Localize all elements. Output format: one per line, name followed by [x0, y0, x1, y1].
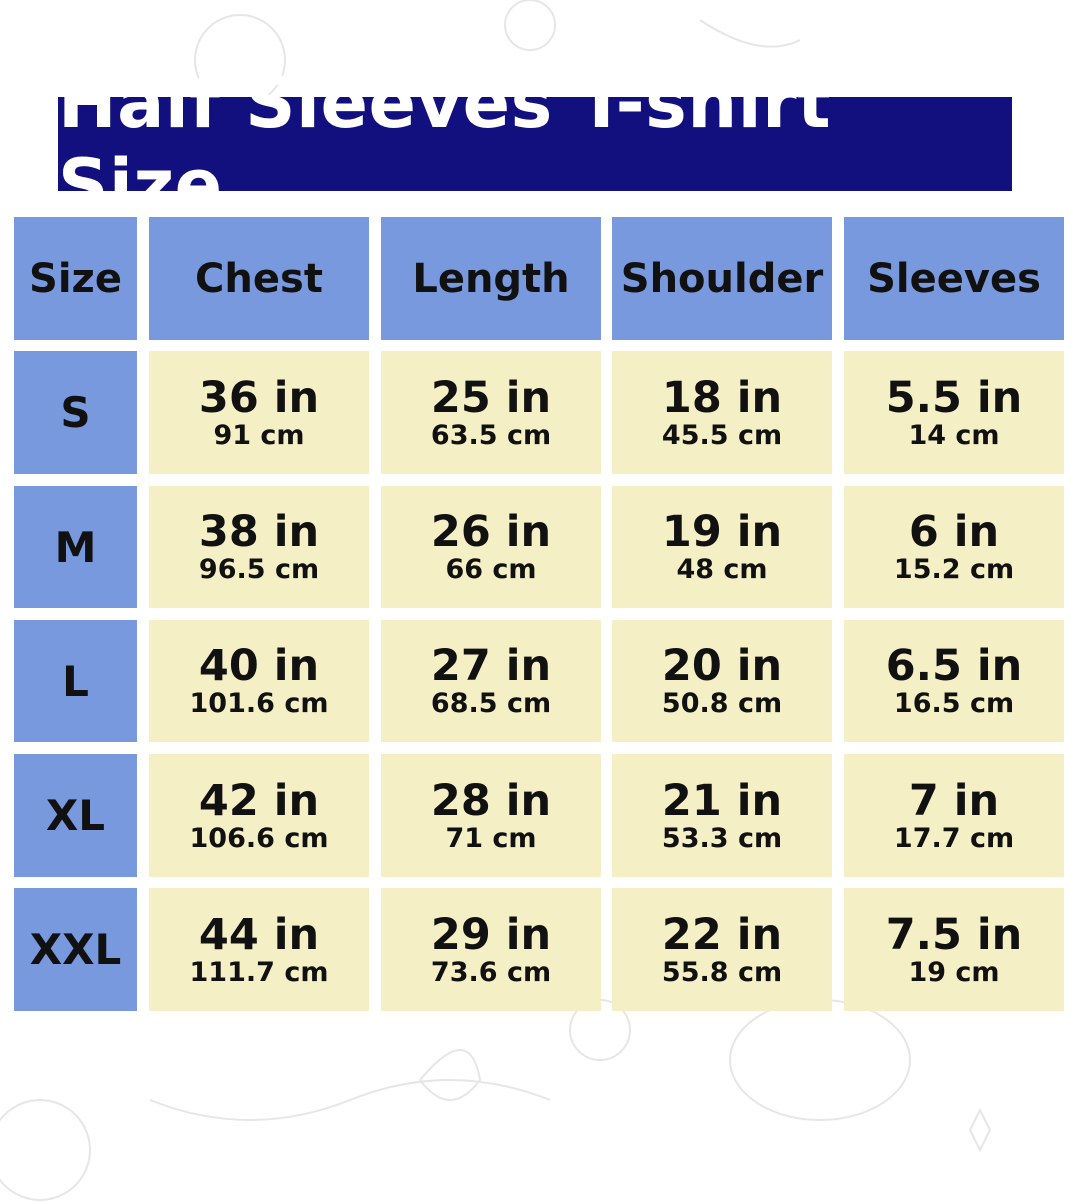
- measurement-cell: 27 in 68.5 cm: [381, 620, 601, 742]
- cm-value: 106.6 cm: [189, 822, 329, 854]
- cm-value: 71 cm: [445, 822, 537, 854]
- inches-value: 40 in: [198, 641, 320, 691]
- size-label-cell: L: [14, 620, 137, 742]
- measurement-cell: 6.5 in 16.5 cm: [844, 620, 1064, 742]
- size-label-cell: S: [14, 351, 137, 474]
- cm-value: 73.6 cm: [430, 956, 552, 988]
- measurement-cell: 36 in 91 cm: [149, 351, 369, 474]
- inches-value: 44 in: [198, 909, 320, 960]
- size-label-cell: M: [14, 486, 137, 608]
- cm-value: 50.8 cm: [661, 688, 783, 719]
- inches-value: 18 in: [661, 372, 783, 423]
- cm-value: 68.5 cm: [430, 688, 552, 719]
- inches-value: 19 in: [661, 507, 783, 557]
- inches-value: 20 in: [661, 641, 783, 691]
- measurement-cell: 25 in 63.5 cm: [381, 351, 601, 474]
- inches-value: 6 in: [908, 507, 1000, 557]
- cm-value: 16.5 cm: [893, 688, 1015, 719]
- inches-value: 25 in: [430, 372, 552, 423]
- measurement-cell: 20 in 50.8 cm: [612, 620, 832, 742]
- cm-value: 53.3 cm: [661, 822, 783, 854]
- cm-value: 111.7 cm: [189, 956, 329, 988]
- measurement-cell: 22 in 55.8 cm: [612, 888, 832, 1011]
- cm-value: 45.5 cm: [661, 419, 783, 451]
- size-label-cell: XXL: [14, 888, 137, 1011]
- header-cell: Sleeves: [844, 217, 1064, 340]
- header-cell: Size: [14, 217, 137, 340]
- inches-value: 27 in: [430, 641, 552, 691]
- cm-value: 63.5 cm: [430, 419, 552, 451]
- measurement-cell: 29 in 73.6 cm: [381, 888, 601, 1011]
- page-title: Half Sleeves T-shirt Size: [58, 62, 1012, 226]
- inches-value: 5.5 in: [885, 372, 1023, 423]
- cm-value: 55.8 cm: [661, 956, 783, 988]
- cm-value: 19 cm: [908, 956, 1000, 988]
- measurement-cell: 26 in 66 cm: [381, 486, 601, 608]
- inches-value: 29 in: [430, 909, 552, 960]
- header-cell: Shoulder: [612, 217, 832, 340]
- cm-value: 91 cm: [213, 419, 305, 451]
- cm-value: 96.5 cm: [198, 554, 320, 585]
- measurement-cell: 7.5 in 19 cm: [844, 888, 1064, 1011]
- inches-value: 7.5 in: [885, 909, 1023, 960]
- measurement-cell: 19 in 48 cm: [612, 486, 832, 608]
- measurement-cell: 7 in 17.7 cm: [844, 754, 1064, 877]
- measurement-cell: 42 in 106.6 cm: [149, 754, 369, 877]
- measurement-cell: 18 in 45.5 cm: [612, 351, 832, 474]
- inches-value: 26 in: [430, 507, 552, 557]
- inches-value: 36 in: [198, 372, 320, 423]
- measurement-cell: 38 in 96.5 cm: [149, 486, 369, 608]
- inches-value: 28 in: [430, 775, 552, 826]
- cm-value: 48 cm: [676, 554, 768, 585]
- size-label-cell: XL: [14, 754, 137, 877]
- measurement-cell: 21 in 53.3 cm: [612, 754, 832, 877]
- header-cell: Length: [381, 217, 601, 340]
- inches-value: 21 in: [661, 775, 783, 826]
- measurement-cell: 5.5 in 14 cm: [844, 351, 1064, 474]
- cm-value: 17.7 cm: [893, 822, 1015, 854]
- inches-value: 7 in: [908, 775, 1000, 826]
- measurement-cell: 44 in 111.7 cm: [149, 888, 369, 1011]
- inches-value: 42 in: [198, 775, 320, 826]
- cm-value: 14 cm: [908, 419, 1000, 451]
- inches-value: 6.5 in: [885, 641, 1023, 691]
- inches-value: 38 in: [198, 507, 320, 557]
- measurement-cell: 28 in 71 cm: [381, 754, 601, 877]
- cm-value: 15.2 cm: [893, 554, 1015, 585]
- cm-value: 101.6 cm: [189, 688, 329, 719]
- measurement-cell: 40 in 101.6 cm: [149, 620, 369, 742]
- header-cell: Chest: [149, 217, 369, 340]
- inches-value: 22 in: [661, 909, 783, 960]
- measurement-cell: 6 in 15.2 cm: [844, 486, 1064, 608]
- cm-value: 66 cm: [445, 554, 537, 585]
